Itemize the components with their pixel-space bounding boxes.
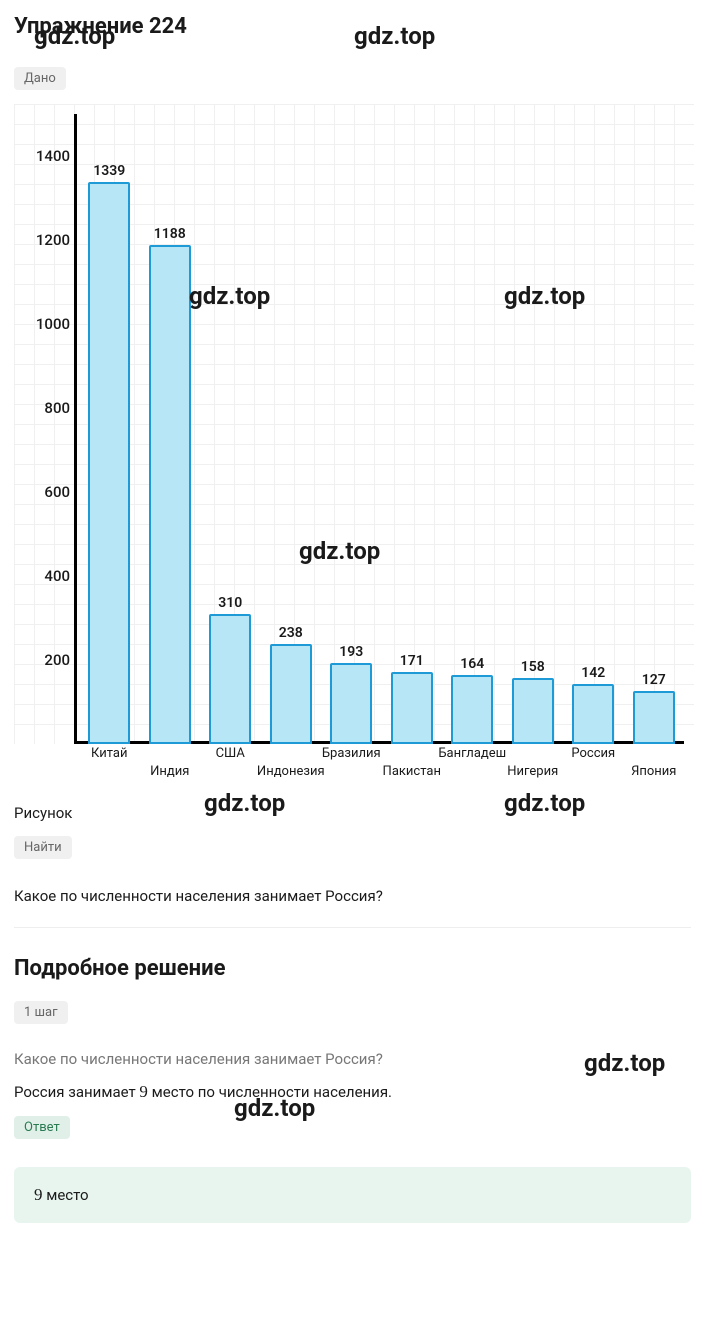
bar-value: 193: [339, 644, 363, 660]
x-label: Япония: [624, 746, 685, 784]
bar-col: 171: [382, 653, 443, 744]
bar-rect: [391, 672, 433, 744]
bar-rect: [572, 684, 614, 744]
x-label: Россия: [563, 746, 624, 784]
step-question: Какое по численности населения занимает …: [14, 1050, 691, 1068]
bar-rect: [88, 182, 130, 744]
y-axis: [74, 114, 77, 744]
divider: [14, 927, 691, 928]
x-label: Индонезия: [261, 746, 322, 784]
answer-post: место: [43, 1186, 89, 1204]
bar-rect: [209, 614, 251, 744]
x-label: Бразилия: [321, 746, 382, 784]
bar-col: 1339: [79, 163, 140, 744]
bar-value: 310: [218, 595, 242, 611]
figure-caption: Рисунок: [14, 804, 691, 822]
bar-rect: [270, 644, 312, 744]
bar-value: 127: [642, 672, 666, 688]
y-tick: 200: [14, 651, 70, 669]
bar-col: 1188: [140, 226, 201, 744]
step-pill: 1 шаг: [14, 1001, 68, 1024]
given-pill: Дано: [14, 67, 66, 90]
solution-title: Подробное решение: [14, 956, 691, 981]
bar-rect: [149, 245, 191, 744]
step-answer-pre: Россия занимает: [14, 1083, 139, 1101]
bar-col: 127: [624, 672, 685, 744]
bar-value: 1339: [93, 163, 125, 179]
bar-value: 164: [460, 656, 484, 672]
step-answer: Россия занимает 9 место по численности н…: [14, 1082, 691, 1102]
x-label: США: [200, 746, 261, 784]
bar-rect: [330, 663, 372, 744]
bar-col: 310: [200, 595, 261, 744]
bar-col: 164: [442, 656, 503, 744]
y-tick: 1000: [14, 315, 70, 333]
answer-box: 9 место: [14, 1167, 691, 1223]
bar-rect: [633, 691, 675, 744]
y-tick: 400: [14, 567, 70, 585]
bar-rect: [512, 678, 554, 744]
bar-col: 193: [321, 644, 382, 744]
bar-col: 238: [261, 625, 322, 744]
x-label: Индия: [140, 746, 201, 784]
find-text: Какое по численности населения занимает …: [14, 887, 691, 905]
bar-value: 142: [581, 665, 605, 681]
x-label: Нигерия: [503, 746, 564, 784]
y-tick: 600: [14, 483, 70, 501]
bar-rect: [451, 675, 493, 744]
bar-value: 1188: [154, 226, 186, 242]
bar-value: 238: [279, 625, 303, 641]
find-pill: Найти: [14, 836, 72, 859]
step-answer-post: место по численности населения.: [148, 1083, 392, 1101]
bar-value: 158: [521, 659, 545, 675]
y-tick: 1400: [14, 147, 70, 165]
step-answer-num: 9: [139, 1082, 148, 1101]
population-bar-chart: 200 400 600 800 1000 1200 1400 1339 1188 310 238 1…: [14, 104, 694, 784]
answer-num: 9: [34, 1185, 43, 1204]
x-label: Пакистан: [382, 746, 443, 784]
bar-col: 142: [563, 665, 624, 744]
answer-pill: Ответ: [14, 1116, 70, 1139]
exercise-title: Упражнение 224: [14, 14, 691, 39]
x-label: Бангладеш: [442, 746, 503, 784]
bar-value: 171: [400, 653, 424, 669]
bar-col: 158: [503, 659, 564, 744]
x-label: Китай: [79, 746, 140, 784]
y-tick: 1200: [14, 231, 70, 249]
y-tick: 800: [14, 399, 70, 417]
page-root: Упражнение 224 Дано 200 400 600 800 1000 1200…: [14, 14, 691, 1223]
